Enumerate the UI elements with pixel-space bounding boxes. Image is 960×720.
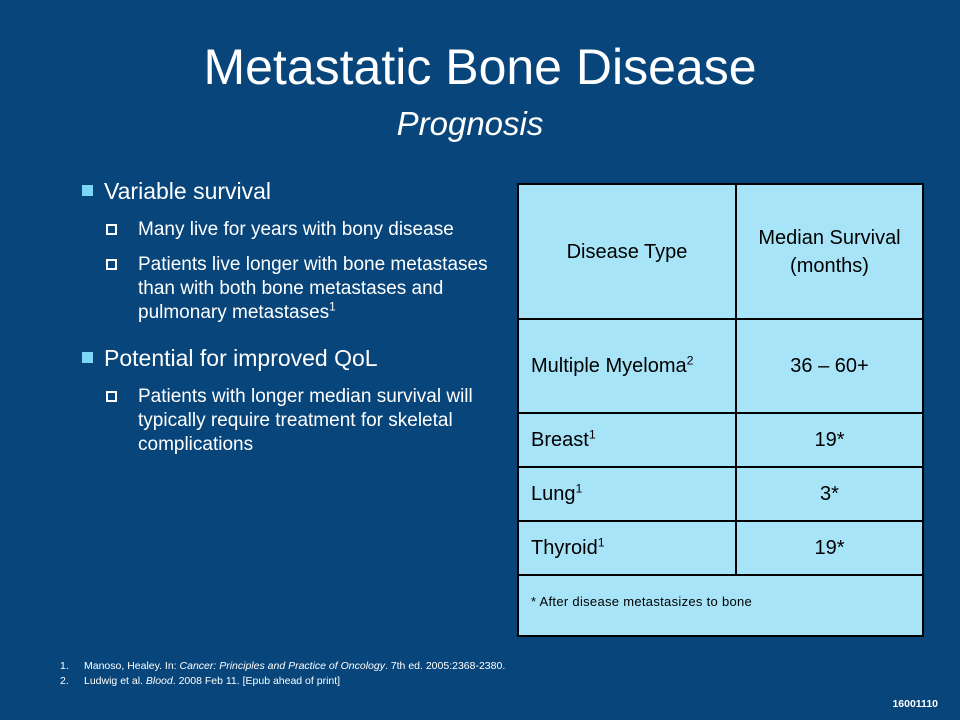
disease-cell: Breast1 — [517, 412, 737, 468]
reference-superscript: 2 — [686, 353, 694, 368]
square-bullet-icon — [82, 185, 93, 196]
sub-bullet-text: Patients live longer with bone metastase… — [138, 254, 488, 323]
slide-subtitle: Prognosis — [396, 105, 544, 142]
bullet-text: Variable survival — [104, 178, 272, 204]
reference-text: . 7th ed. 2005:2368-2380. — [384, 660, 506, 672]
sub-bullet-treatment: Patients with longer median survival wil… — [82, 385, 502, 457]
hollow-square-bullet-icon — [106, 259, 117, 270]
table-row: Thyroid1 19* — [517, 520, 924, 576]
sub-bullet-text: Patients with longer median survival wil… — [138, 386, 473, 455]
disease-name: Multiple Myeloma — [531, 355, 687, 377]
table-footnote-row: * After disease metastasizes to bone — [517, 574, 924, 637]
sub-bullet-longer: Patients live longer with bone metastase… — [82, 253, 502, 325]
header-disease-type: Disease Type — [517, 183, 737, 320]
sub-bullet-text: Many live for years with bony disease — [138, 219, 454, 240]
disease-cell: Thyroid1 — [517, 520, 737, 576]
references: 1. Manoso, Healey. In: Cancer: Principles… — [60, 659, 505, 689]
square-bullet-icon — [82, 352, 93, 363]
disease-cell: Multiple Myeloma2 — [517, 318, 737, 414]
disease-name: Lung — [531, 483, 576, 505]
table-row: Lung1 3* — [517, 466, 924, 522]
slide-code: 16001110 — [892, 698, 938, 710]
table-header-row: Disease Type Median Survival (months) — [517, 183, 924, 320]
hollow-square-bullet-icon — [106, 224, 117, 235]
survival-cell: 3* — [735, 466, 924, 522]
sub-bullet-years: Many live for years with bony disease — [82, 218, 502, 242]
reference-text: Manoso, Healey. In: — [84, 660, 180, 672]
bullet-list: Variable survival Many live for years wi… — [82, 176, 502, 468]
survival-cell: 19* — [735, 412, 924, 468]
table-row: Breast1 19* — [517, 412, 924, 468]
reference-source: Blood — [145, 675, 173, 687]
bullet-variable-survival: Variable survival — [82, 176, 502, 206]
disease-name: Thyroid — [531, 537, 598, 559]
reference-superscript: 1 — [329, 300, 336, 314]
slide-title: Metastatic Bone Disease — [203, 39, 757, 95]
reference-source: Cancer: Principles and Practice of Oncol… — [179, 660, 385, 672]
disease-name: Breast — [531, 429, 589, 451]
hollow-square-bullet-icon — [106, 391, 117, 402]
disease-cell: Lung1 — [517, 466, 737, 522]
bullet-text: Potential for improved QoL — [104, 345, 378, 371]
reference-item: 2. Ludwig et al. Blood. 2008 Feb 11. [Epu… — [60, 674, 505, 689]
reference-item: 1. Manoso, Healey. In: Cancer: Principles… — [60, 659, 505, 674]
reference-superscript: 1 — [597, 535, 605, 550]
header-median-survival: Median Survival (months) — [735, 183, 924, 320]
reference-text: Ludwig et al. — [84, 675, 146, 687]
bullet-qol: Potential for improved QoL — [82, 343, 502, 373]
table-row: Multiple Myeloma2 36 – 60+ — [517, 318, 924, 414]
reference-number: 2. — [60, 675, 69, 687]
survival-cell: 19* — [735, 520, 924, 576]
reference-superscript: 1 — [588, 427, 596, 442]
reference-text: . 2008 Feb 11. [Epub ahead of print] — [172, 675, 341, 687]
table-footnote: * After disease metastasizes to bone — [517, 574, 924, 637]
reference-superscript: 1 — [575, 481, 583, 496]
reference-number: 1. — [60, 660, 69, 672]
survival-cell: 36 – 60+ — [735, 318, 924, 414]
survival-table: Disease Type Median Survival (months) Mu… — [517, 183, 924, 637]
